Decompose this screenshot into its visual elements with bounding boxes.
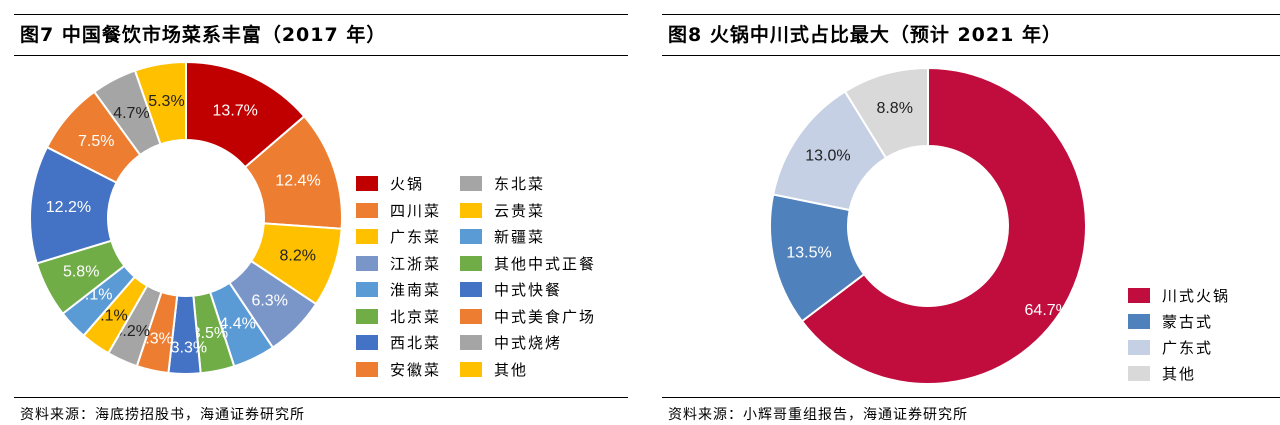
legend-label: 中式烧烤	[494, 334, 563, 352]
legend-swatch	[356, 361, 378, 377]
legend-swatch	[460, 202, 482, 218]
legend-label: 江浙菜	[390, 254, 442, 273]
legend-swatch	[460, 361, 482, 377]
slice-value-label: 13.5%	[786, 244, 831, 261]
legend-label: 新疆菜	[494, 228, 546, 246]
legend-label: 广东式	[1162, 339, 1214, 357]
top-rule	[662, 14, 1280, 15]
slice-value-label: 5.3%	[148, 93, 184, 110]
source-rule	[14, 397, 628, 398]
legend-swatch	[1128, 288, 1150, 303]
slice-value-label: 5.8%	[63, 264, 99, 281]
legend-swatch	[460, 229, 482, 244]
slice-value-label: 13.0%	[805, 148, 850, 165]
legend-swatch	[356, 308, 378, 324]
left-figure-panel: 图7 中国餐饮市场菜系丰富（2017 年） 13.7% 12.4% 8.2% 6.3%…	[0, 0, 628, 425]
left-figure-title: 图7 中国餐饮市场菜系丰富（2017 年）	[20, 24, 387, 46]
legend-swatch	[356, 176, 378, 191]
legend-swatch	[460, 335, 482, 350]
legend-swatch	[460, 255, 482, 271]
legend-label: 四川菜	[390, 201, 442, 220]
legend-swatch	[460, 308, 482, 324]
donut-slice-4	[843, 66, 929, 160]
slice-value-label: 12.2%	[46, 199, 91, 216]
left-donut-chart: 13.7%12.4%8.2%6.3%4.4%3.5%3.3%3.3%3.2%3.…	[29, 60, 343, 375]
legend-swatch	[356, 282, 378, 297]
legend-label: 其他	[1162, 365, 1197, 383]
legend-label: 淮南菜	[390, 281, 442, 299]
legend-swatch	[356, 229, 378, 244]
slice-value-label: 13.7%	[213, 102, 258, 119]
legend-label: 其他中式正餐	[494, 254, 597, 273]
legend-swatch	[1128, 314, 1150, 329]
top-rule	[14, 14, 628, 15]
legend-label: 安徽菜	[390, 360, 442, 379]
donut-slice-16	[133, 60, 187, 146]
legend-label: 川式火锅	[1162, 287, 1231, 305]
legend-swatch	[1128, 366, 1150, 381]
legend-swatch	[1128, 340, 1150, 355]
legend-label: 蒙古式	[1162, 313, 1214, 331]
legend-label: 中式快餐	[494, 281, 563, 299]
legend-label: 北京菜	[390, 307, 442, 326]
slice-value-label: 12.4%	[275, 172, 320, 189]
legend-swatch	[460, 176, 482, 191]
source-rule	[662, 397, 1280, 398]
legend-swatch	[356, 335, 378, 350]
right-figure-panel: 图8 火锅中川式占比最大（预计 2021 年） 64.7% 13.5% 13.0% 8…	[648, 0, 1280, 425]
slice-value-label: 8.2%	[280, 247, 316, 264]
legend-label: 火锅	[390, 175, 425, 193]
slice-value-label: 8.8%	[876, 100, 912, 117]
slice-value-label: 6.3%	[251, 293, 287, 310]
legend-label: 广东菜	[390, 228, 442, 246]
slice-value-label: 7.5%	[78, 133, 114, 150]
slice-value-label: 4.4%	[219, 316, 255, 333]
left-chart-legend: 火锅四川菜广东菜江浙菜淮南菜北京菜西北菜安徽菜 东北菜云贵菜新疆菜其他中式正餐 中式…	[356, 174, 616, 384]
legend-label: 中式美食广场	[494, 307, 597, 326]
legend-label: 西北菜	[390, 334, 442, 352]
right-figure-title: 图8 火锅中川式占比最大（预计 2021 年）	[668, 24, 1062, 46]
donut-slice-1	[800, 66, 1087, 385]
right-donut-chart: 64.7% 13.5% 13.0% 8.8%	[769, 66, 1087, 385]
legend-swatch	[356, 202, 378, 218]
title-rule	[662, 55, 1280, 56]
left-figure-source: 资料来源：海底捞招股书，海通证券研究所	[20, 407, 305, 423]
legend-label: 其他	[494, 360, 529, 379]
slice-value-label: 64.7%	[1025, 302, 1070, 319]
legend-label: 云贵菜	[494, 201, 546, 220]
slice-value-label: 3.3%	[171, 339, 207, 356]
legend-swatch	[356, 255, 378, 271]
right-chart-legend: 川式火锅蒙古式广东式其他	[1128, 286, 1268, 396]
legend-label: 东北菜	[494, 175, 546, 193]
right-figure-source: 资料来源：小辉哥重组报告，海通证券研究所	[668, 407, 968, 423]
slice-value-label: 4.7%	[113, 105, 149, 122]
legend-swatch	[460, 282, 482, 297]
slice-value-label: 3.5%	[192, 325, 228, 342]
title-rule	[14, 55, 628, 56]
